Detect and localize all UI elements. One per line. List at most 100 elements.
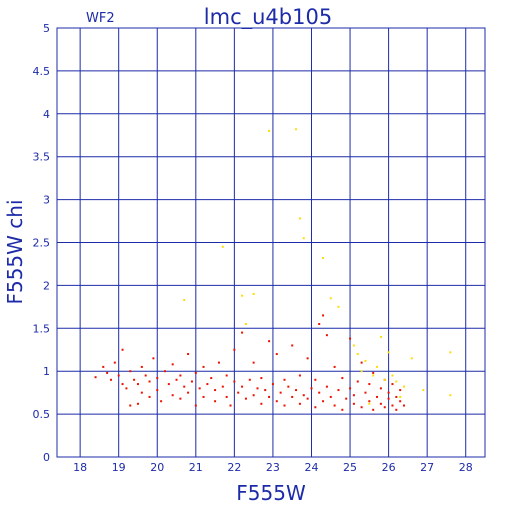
data-point: [298, 374, 301, 377]
data-point: [202, 395, 205, 398]
data-point: [117, 374, 120, 377]
data-point: [333, 365, 336, 368]
grid-lines: [57, 27, 485, 458]
x-tick-label: 26: [382, 461, 396, 474]
data-point: [399, 389, 402, 392]
data-point: [372, 374, 375, 377]
data-point: [287, 385, 290, 388]
data-point: [133, 378, 136, 381]
data-point: [268, 129, 271, 132]
data-point: [372, 371, 375, 374]
y-tick-label: 4.5: [33, 65, 51, 78]
data-point: [156, 389, 159, 392]
data-point: [121, 348, 124, 351]
data-point: [148, 380, 151, 383]
data-point: [376, 395, 379, 398]
data-point: [136, 402, 139, 405]
data-point: [256, 387, 259, 390]
data-point: [329, 297, 332, 300]
data-point: [306, 397, 309, 400]
data-point: [140, 391, 143, 394]
data-point: [233, 348, 236, 351]
data-point: [395, 380, 398, 383]
data-point: [387, 351, 390, 354]
data-point: [140, 365, 143, 368]
data-point: [352, 394, 355, 397]
data-point: [171, 363, 174, 366]
x-tick-label: 28: [459, 461, 473, 474]
data-point: [190, 380, 193, 383]
y-tick-label: 3: [43, 194, 50, 207]
data-point: [206, 383, 209, 386]
data-point: [322, 314, 325, 317]
data-point: [399, 400, 402, 403]
data-point: [349, 387, 352, 390]
data-point: [349, 337, 352, 340]
data-point: [395, 408, 398, 411]
y-tick-labels: 0 0.5 1 1.5 2 2.5 3 3.5 4 4.5 5: [33, 22, 51, 464]
data-point: [368, 383, 371, 386]
data-point: [268, 395, 271, 398]
data-point: [202, 365, 205, 368]
data-point: [248, 378, 251, 381]
chart-title: lmc_u4b105: [204, 5, 332, 30]
data-point: [372, 408, 375, 411]
data-point: [264, 389, 267, 392]
data-point: [376, 365, 379, 368]
data-point: [360, 361, 363, 364]
y-tick-label: 4: [43, 108, 50, 121]
data-point: [268, 340, 271, 343]
data-point: [291, 344, 294, 347]
data-point: [279, 391, 282, 394]
data-point: [368, 402, 371, 405]
y-tick-label: 2.5: [33, 237, 51, 250]
data-point: [364, 391, 367, 394]
data-point: [221, 385, 224, 388]
plot-frame: [56, 27, 486, 458]
data-point: [194, 371, 197, 374]
data-point: [121, 383, 124, 386]
data-point: [260, 377, 263, 380]
data-point: [302, 237, 305, 240]
data-point: [136, 383, 139, 386]
data-point: [298, 402, 301, 405]
y-tick-label: 3.5: [33, 151, 51, 164]
data-point: [329, 395, 332, 398]
x-tick-label: 24: [304, 461, 318, 474]
data-point: [171, 394, 174, 397]
data-point: [271, 383, 274, 386]
x-tick-label: 20: [150, 461, 164, 474]
data-point: [395, 395, 398, 398]
data-point: [356, 353, 359, 356]
data-point: [322, 256, 325, 259]
data-point: [325, 334, 328, 337]
data-point: [179, 397, 182, 400]
data-point: [422, 389, 425, 392]
data-point: [214, 400, 217, 403]
data-point: [129, 370, 132, 373]
data-point: [399, 395, 402, 398]
data-point: [94, 376, 97, 379]
data-point: [244, 323, 247, 326]
data-point: [109, 378, 112, 381]
y-tick-label: 0.5: [33, 408, 51, 421]
data-point: [318, 323, 321, 326]
data-point: [102, 365, 105, 368]
data-point: [125, 387, 128, 390]
data-point: [194, 404, 197, 407]
data-point: [179, 374, 182, 377]
data-point: [217, 361, 220, 364]
y-tick-label: 5: [43, 22, 50, 35]
data-point: [391, 383, 394, 386]
x-tick-label: 23: [266, 461, 280, 474]
data-point: [356, 380, 359, 383]
data-point: [314, 378, 317, 381]
data-point: [225, 374, 228, 377]
data-point: [106, 371, 109, 374]
data-point: [252, 292, 255, 295]
data-point: [352, 344, 355, 347]
data-point: [252, 361, 255, 364]
data-point: [449, 351, 452, 354]
data-points: [94, 128, 452, 411]
data-point: [225, 395, 228, 398]
